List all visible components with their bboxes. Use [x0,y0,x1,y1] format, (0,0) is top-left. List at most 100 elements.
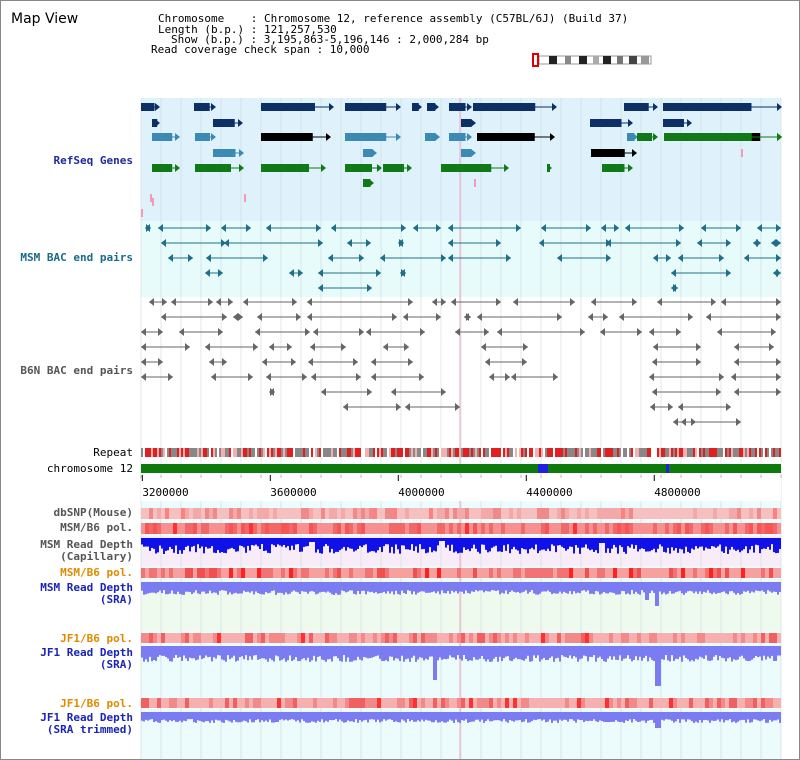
track-label-b6n-bac: B6N BAC end pairs [20,364,133,377]
read-depth-bar [639,712,641,722]
polymorphism-cell [141,508,145,519]
polymorphism-cell [437,508,441,519]
polymorphism-cell [729,633,733,643]
gene-strand-arrow [504,164,509,172]
b6n-bac-pair-end [158,358,163,366]
polymorphism-cell [357,568,361,578]
polymorphism-cell [297,633,301,643]
polymorphism-cell [517,633,521,643]
read-depth-bar [355,582,357,595]
polymorphism-cell [393,568,397,578]
polymorphism-cell [557,568,561,578]
b6n-bac-pair-end [228,298,233,306]
repeat-element [399,448,401,457]
read-depth-bar [759,646,761,657]
read-depth-bar [611,582,613,593]
repeat-element [605,448,607,457]
msm-bac-pair-end [188,254,193,262]
b6n-bac-pair-end [313,328,318,336]
read-depth-bar [743,582,745,592]
polymorphism-cell [321,633,325,643]
read-depth-bar [681,582,683,594]
polymorphism-cell [733,523,737,534]
read-depth-bar [285,538,287,548]
read-depth-bar [227,646,229,656]
read-depth-bar [505,712,507,722]
polymorphism-cell [305,633,309,643]
polymorphism-cell [205,698,209,708]
read-depth-bar [653,582,655,593]
read-depth-bar [191,712,193,720]
read-depth-bar [563,582,565,592]
read-depth-bar [219,582,221,591]
read-depth-bar [557,712,559,723]
read-depth-bar [709,538,711,549]
read-depth-bar [185,582,187,592]
polymorphism-cell [617,633,621,643]
read-depth-bar [509,538,511,554]
read-depth-bar [779,646,781,656]
polymorphism-cell [173,523,177,534]
chromosome-ideogram[interactable] [531,53,656,67]
read-depth-bar [291,712,293,720]
b6n-bac-pair-end [513,298,518,306]
read-depth-bar [583,712,585,723]
polymorphism-cell [237,508,241,519]
repeat-element [633,448,635,457]
read-depth-bar [263,538,265,552]
read-depth-bar [713,582,715,593]
polymorphism-cell [549,508,553,519]
polymorphism-cell [529,698,533,708]
read-depth-bar [589,582,591,594]
polymorphism-cell [493,633,497,643]
polymorphism-cell [141,633,145,643]
msm-bac-pair-end [205,269,210,277]
polymorphism-cell [205,568,209,578]
polymorphism-cell [513,633,517,643]
read-depth-bar [451,538,453,545]
polymorphism-cell [333,523,337,534]
read-depth-bar [619,582,621,595]
polymorphism-cell [245,508,249,519]
repeat-element [221,448,223,457]
polymorphism-cell [525,508,529,519]
read-depth-bar [395,582,397,591]
read-depth-bar [293,582,295,591]
repeat-element [367,448,369,457]
gene-strand-arrow [628,164,633,172]
gene-exon-block [195,164,231,172]
repeat-element [703,448,705,457]
read-depth-bar [385,538,387,545]
repeat-element [527,448,529,457]
read-depth-bar [371,538,373,552]
read-depth-bar [375,646,377,657]
read-depth-bar [385,646,387,661]
read-depth-bar [547,712,549,722]
polymorphism-cell [589,568,593,578]
read-depth-bar [747,538,749,554]
read-depth-bar [151,646,153,662]
read-depth-bar [477,538,479,552]
read-depth-bar [521,712,523,723]
polymorphism-cell [505,523,509,534]
read-depth-bar [211,538,213,547]
read-depth-bar [367,646,369,659]
read-depth-bar [571,712,573,720]
repeat-element [465,448,467,457]
read-depth-bar [599,712,601,721]
read-depth-bar [385,582,387,594]
read-depth-bar [281,538,283,547]
read-depth-bar [501,582,503,593]
read-depth-bar [203,582,205,592]
read-depth-bar [487,538,489,553]
read-depth-bar [679,582,681,591]
read-depth-bar [683,712,685,720]
b6n-bac-pair-end [776,313,781,321]
repeat-element [591,448,593,457]
read-depth-bar [365,538,367,545]
repeat-element [299,448,301,457]
read-depth-bar [535,646,537,658]
polymorphism-cell [253,633,257,643]
read-depth-bar [599,538,601,543]
